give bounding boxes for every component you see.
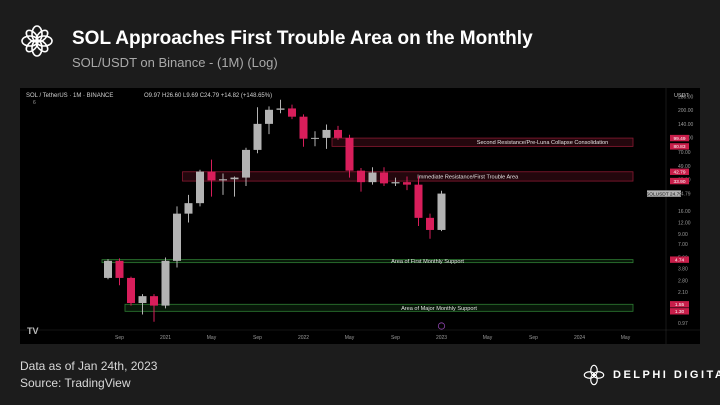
data-date-note: Data as of Jan 24th, 2023 — [20, 359, 158, 373]
price-tag-label: SOLUSDT 24.79 — [646, 191, 682, 197]
candle-body — [311, 137, 319, 139]
candle-body — [196, 171, 204, 204]
x-tick-label: 2021 — [160, 335, 171, 341]
candle-body — [173, 213, 181, 261]
candle-body — [138, 296, 147, 304]
delphi-flower-logo-icon — [21, 25, 53, 57]
y-tick-label: 12.00 — [678, 220, 691, 226]
price-tag-label: 99.49 — [673, 136, 685, 142]
x-tick-label: Sep — [253, 335, 262, 341]
zone-box — [182, 171, 634, 182]
candle-body — [368, 172, 377, 183]
chart-panel: Second Resistance/Pre-Luna Collapse Cons… — [20, 88, 700, 344]
price-tag — [647, 190, 681, 197]
candle-body — [104, 260, 112, 278]
zone-label: Area of First Monthly Support — [391, 259, 464, 265]
zone-box — [124, 303, 634, 312]
candle-body — [288, 108, 296, 117]
y-tick-label: 2.10 — [678, 290, 688, 296]
candle-body — [357, 170, 365, 183]
candle-body — [414, 184, 423, 218]
brand-name: DELPHI DIGITAL — [613, 369, 720, 381]
x-tick-label: Sep — [529, 335, 538, 341]
y-tick-label: 140.00 — [678, 122, 694, 128]
price-tag — [670, 134, 689, 142]
candle-body — [380, 172, 388, 184]
zone-label: Area of Major Monthly Support — [401, 306, 477, 312]
price-tag-label: 33.90 — [673, 179, 685, 185]
price-tag — [670, 308, 689, 315]
x-tick-label: May — [483, 335, 493, 341]
tradingview-logo-icon: TV — [27, 326, 39, 336]
x-tick-label: 2022 — [298, 335, 309, 341]
candle-body — [242, 149, 250, 178]
price-tag — [670, 177, 689, 185]
price-tag — [670, 301, 689, 308]
candle-body — [161, 260, 170, 306]
candle-body — [426, 217, 434, 230]
data-source-note: Source: TradingView — [20, 376, 131, 390]
price-tag-label: 1.55 — [675, 302, 685, 308]
price-tag — [670, 256, 689, 263]
y-tick-label: 0.97 — [678, 321, 688, 327]
chart-symbol-legend: SOL / TetherUS · 1M · BINANCE — [26, 93, 113, 99]
x-tick-label: May — [345, 335, 355, 341]
x-tick-label: Sep — [391, 335, 400, 341]
y-tick-label: 49.00 — [678, 164, 691, 170]
candle-body — [334, 129, 342, 138]
candle-body — [265, 109, 273, 124]
candle-body — [437, 193, 446, 230]
candle-body — [219, 179, 227, 181]
candle-body — [345, 137, 354, 171]
price-tag-label: 80.83 — [673, 144, 685, 150]
price-tag-label: 4.74 — [675, 257, 685, 263]
price-tag-label: 1.30 — [675, 309, 685, 315]
y-tick-label: 200.00 — [678, 108, 694, 114]
x-tick-label: Sep — [115, 335, 124, 341]
price-tag — [670, 168, 689, 175]
event-marker-icon — [437, 322, 446, 330]
y-tick-label: 3.80 — [678, 266, 688, 272]
y-tick-label: 70.00 — [678, 150, 691, 156]
candle-body — [276, 108, 285, 110]
candle-body — [115, 260, 124, 278]
price-tag — [670, 143, 689, 150]
candle-body — [127, 277, 135, 304]
chart-ohlc-legend: O9.97 H26.60 L9.69 C24.79 +14.82 (+148.6… — [144, 93, 272, 99]
y-tick-label: 16.00 — [678, 209, 691, 215]
page-title: SOL Approaches First Trouble Area on the… — [72, 28, 533, 49]
x-tick-label: 2023 — [436, 335, 447, 341]
price-chart[interactable]: Second Resistance/Pre-Luna Collapse Cons… — [20, 88, 700, 344]
delphi-flower-logo-icon — [583, 364, 605, 386]
candle-body — [230, 177, 239, 180]
candle-body — [391, 182, 400, 184]
zone-box — [331, 137, 634, 147]
y-tick-label: 7.00 — [678, 242, 688, 248]
y-axis-unit: USDT — [674, 93, 690, 99]
x-tick-label: 2024 — [574, 335, 585, 341]
price-tag-label: 42.79 — [673, 170, 685, 176]
zone-label: Second Resistance/Pre-Luna Collapse Cons… — [477, 140, 609, 146]
candle-body — [299, 116, 308, 139]
zone-box — [101, 259, 634, 264]
candle-body — [403, 182, 411, 185]
page-subtitle: SOL/USDT on Binance - (1M) (Log) — [72, 55, 278, 70]
x-tick-label: May — [621, 335, 631, 341]
candle-body — [184, 203, 193, 214]
zone-label: Immediate Resistance/First Trouble Area — [417, 174, 519, 180]
y-tick-label: 280.00 — [678, 95, 694, 101]
indicator-count[interactable]: 6 — [33, 100, 36, 106]
brand-lockup: DELPHI DIGITAL — [583, 364, 720, 386]
y-tick-label: 24.79 — [678, 191, 691, 197]
y-tick-label: 2.80 — [678, 278, 688, 284]
candle-body — [322, 129, 331, 138]
candle-body — [253, 123, 262, 150]
y-tick-label: 9.00 — [678, 232, 688, 238]
candle-body — [207, 171, 216, 181]
candle-body — [150, 296, 158, 306]
x-tick-label: May — [207, 335, 217, 341]
